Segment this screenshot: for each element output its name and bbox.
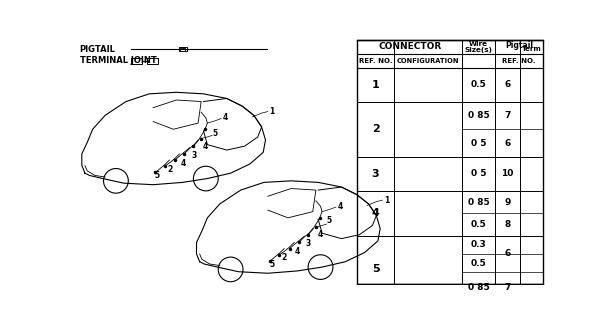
- Bar: [423, 294, 434, 298]
- Bar: [429, 124, 437, 132]
- Text: 6: 6: [504, 80, 511, 89]
- Bar: [419, 277, 427, 287]
- Bar: [423, 240, 434, 244]
- Text: 4: 4: [223, 113, 228, 122]
- Bar: [357, 40, 543, 284]
- Bar: [416, 166, 420, 169]
- Text: 1: 1: [371, 80, 379, 90]
- Bar: [180, 48, 185, 51]
- Bar: [423, 148, 434, 152]
- Bar: [429, 135, 437, 142]
- Text: 0.3: 0.3: [471, 240, 486, 249]
- Text: Term: Term: [522, 46, 541, 52]
- Text: PIGTAIL: PIGTAIL: [79, 45, 116, 54]
- Text: 5: 5: [155, 171, 160, 180]
- Bar: [419, 135, 427, 142]
- Text: 0.5: 0.5: [471, 220, 486, 229]
- Bar: [429, 262, 437, 272]
- Text: 2: 2: [371, 124, 379, 134]
- Text: 4: 4: [338, 202, 343, 211]
- Bar: [419, 247, 427, 258]
- Text: 9: 9: [504, 197, 511, 206]
- Text: 2: 2: [167, 165, 172, 174]
- Text: Wire
Size(s): Wire Size(s): [465, 41, 492, 53]
- Bar: [418, 202, 439, 225]
- Bar: [423, 73, 434, 77]
- Bar: [440, 123, 445, 135]
- Bar: [417, 110, 440, 148]
- Text: 0 85: 0 85: [468, 283, 489, 292]
- Bar: [429, 247, 437, 258]
- Text: Pigtail: Pigtail: [505, 41, 533, 50]
- Bar: [427, 169, 442, 179]
- Text: 0 5: 0 5: [471, 169, 486, 179]
- Text: 6: 6: [504, 139, 511, 148]
- Text: 4: 4: [371, 208, 379, 218]
- Text: 4: 4: [203, 142, 208, 151]
- Text: 6: 6: [504, 250, 511, 259]
- Text: TERMINAL JOINT: TERMINAL JOINT: [79, 56, 156, 65]
- Bar: [429, 214, 436, 221]
- Text: 3: 3: [306, 239, 311, 249]
- Text: 1: 1: [269, 107, 275, 116]
- Text: 8: 8: [504, 220, 511, 229]
- Text: REF. NO.: REF. NO.: [502, 58, 536, 64]
- Bar: [417, 244, 440, 294]
- Bar: [179, 47, 187, 52]
- Bar: [419, 113, 427, 121]
- Bar: [419, 124, 427, 132]
- Text: 5: 5: [212, 129, 217, 138]
- Text: 4: 4: [180, 159, 186, 168]
- Bar: [131, 58, 142, 64]
- Bar: [429, 113, 437, 121]
- Text: 5: 5: [371, 264, 379, 274]
- Bar: [423, 198, 434, 202]
- Text: 0 85: 0 85: [468, 111, 489, 120]
- Text: 3: 3: [191, 151, 197, 160]
- Bar: [418, 77, 439, 92]
- Bar: [414, 169, 424, 179]
- Text: 0 5: 0 5: [471, 139, 486, 148]
- Text: 5: 5: [269, 260, 275, 268]
- Bar: [429, 205, 436, 212]
- Bar: [429, 277, 437, 287]
- Bar: [424, 80, 433, 88]
- Bar: [420, 214, 428, 221]
- Text: 7: 7: [504, 111, 511, 120]
- Text: 5: 5: [327, 216, 332, 225]
- Text: 3: 3: [371, 169, 379, 179]
- Bar: [420, 205, 428, 212]
- Text: 0.5: 0.5: [471, 80, 486, 89]
- Text: 1: 1: [384, 196, 390, 204]
- Text: 0 85: 0 85: [468, 197, 489, 206]
- Bar: [419, 262, 427, 272]
- Text: 10: 10: [501, 169, 514, 179]
- Bar: [147, 58, 158, 64]
- Text: 4: 4: [318, 230, 322, 239]
- Text: 4: 4: [295, 247, 300, 256]
- Bar: [423, 106, 434, 110]
- Text: REF. NO.: REF. NO.: [359, 58, 393, 64]
- Bar: [440, 262, 445, 275]
- Text: 0.5: 0.5: [471, 259, 486, 268]
- Text: 2: 2: [282, 253, 287, 262]
- Text: 7: 7: [504, 283, 511, 292]
- Text: CONNECTOR: CONNECTOR: [378, 42, 441, 52]
- Text: CONFIGURATION: CONFIGURATION: [397, 58, 460, 64]
